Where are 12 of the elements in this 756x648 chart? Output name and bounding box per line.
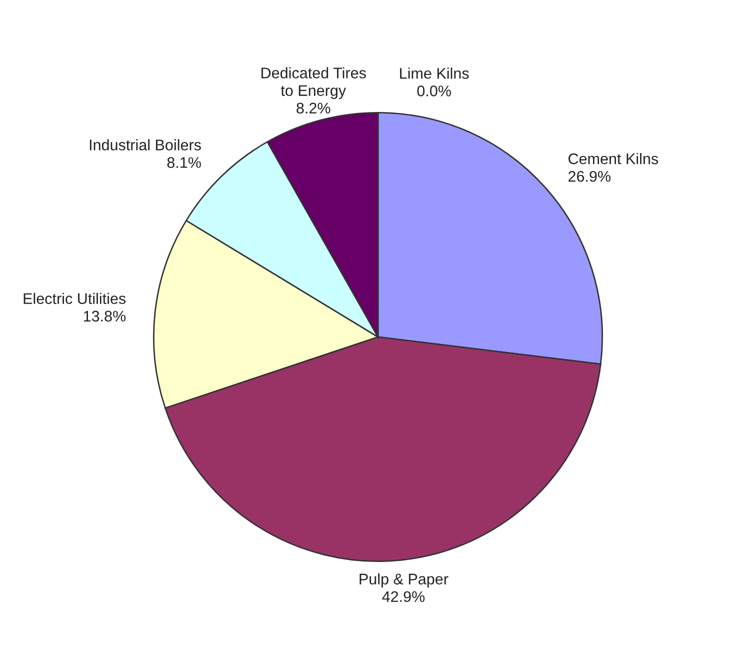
data-label: 42.9% bbox=[382, 591, 425, 602]
category-label: Lime Kilns bbox=[400, 68, 469, 79]
data-label: 8.1% bbox=[167, 157, 201, 168]
data-label: 8.2% bbox=[296, 102, 330, 114]
slice-label: Cement Kilns bbox=[568, 153, 658, 164]
slice-label: Dedicated Tires to Energy bbox=[262, 67, 366, 99]
data-label: 13.8% bbox=[84, 310, 126, 322]
slice-label: Industrial Boilers bbox=[90, 139, 201, 150]
slice-label: Pulp & Paper bbox=[360, 573, 448, 588]
text: 0.0% bbox=[417, 86, 451, 96]
data-label: 26.9% bbox=[568, 170, 611, 182]
slice-label: Electric Utilities bbox=[24, 292, 126, 304]
